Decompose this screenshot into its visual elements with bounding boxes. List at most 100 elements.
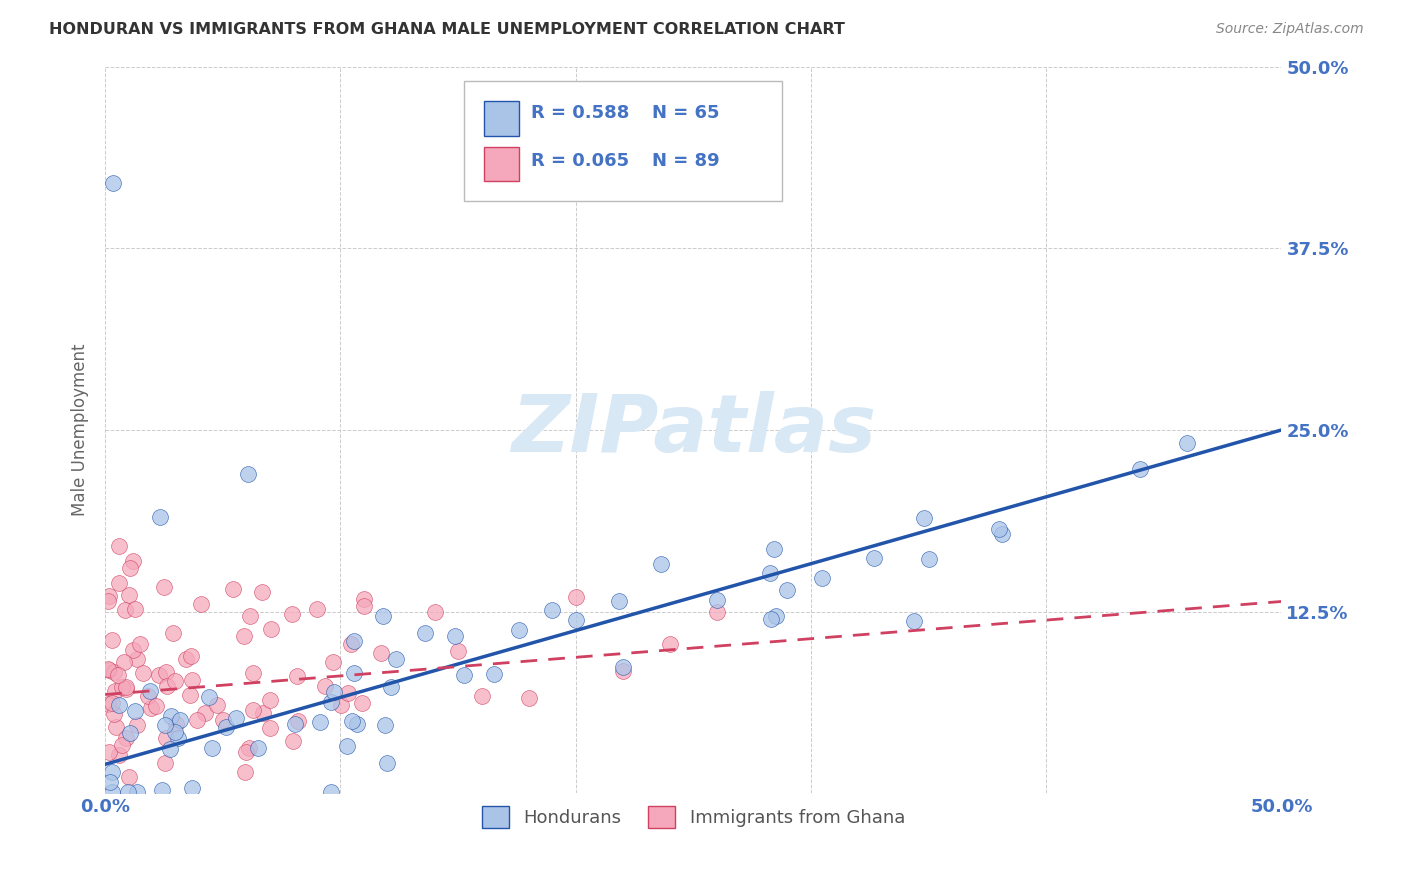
Point [912,510,935,524]
Point [97,697,120,711]
Point [103,707,125,722]
Text: R = 0.065: R = 0.065 [531,153,628,170]
Point [139,701,162,715]
Point [706,605,728,619]
Point [321,695,343,709]
Point [169,713,191,727]
Point [612,660,634,674]
Point [136,689,159,703]
Text: N = 65: N = 65 [652,104,720,122]
Point [115,680,138,694]
FancyBboxPatch shape [464,81,782,201]
Point [564,591,586,605]
Point [917,551,939,566]
Point [252,706,274,721]
Point [322,685,344,699]
Point [120,561,142,575]
Point [180,673,202,687]
FancyBboxPatch shape [484,146,519,181]
Text: N = 89: N = 89 [652,153,720,170]
Point [176,651,198,665]
Point [238,741,260,756]
Point [153,718,176,732]
Point [162,625,184,640]
Point [759,566,782,580]
Point [235,745,257,759]
Point [242,703,264,717]
Point [163,724,186,739]
Point [443,629,465,643]
Point [117,785,139,799]
Point [107,698,129,712]
Text: R = 0.588: R = 0.588 [531,104,630,122]
Point [259,622,281,636]
Point [330,698,353,713]
Point [453,667,475,681]
Point [346,717,368,731]
Point [471,689,494,703]
Point [222,582,245,597]
Point [612,664,634,678]
Point [238,609,260,624]
Point [104,720,127,734]
Point [108,575,131,590]
Point [114,731,136,746]
Point [322,655,344,669]
FancyBboxPatch shape [484,101,519,136]
Point [159,742,181,756]
Point [111,680,134,694]
Point [259,693,281,707]
Point [201,741,224,756]
Point [371,608,394,623]
Point [111,738,134,752]
Point [165,717,187,731]
Point [124,705,146,719]
Point [352,696,374,710]
Point [97,594,120,608]
Point [156,679,179,693]
Point [163,673,186,688]
Point [988,522,1011,536]
Point [305,602,328,616]
Point [179,688,201,702]
Point [129,637,152,651]
Point [541,603,564,617]
Point [482,666,505,681]
Point [650,558,672,572]
Point [124,602,146,616]
Point [103,665,125,679]
Point [132,665,155,680]
Point [309,714,332,729]
Point [167,731,190,746]
Point [765,609,787,624]
Point [180,780,202,795]
Point [145,699,167,714]
Point [706,593,728,607]
Point [353,591,375,606]
Point [607,593,630,607]
Point [759,612,782,626]
Point [247,741,270,756]
Point [565,613,588,627]
Point [127,785,149,799]
Point [252,584,274,599]
Point [374,718,396,732]
Point [101,633,124,648]
Point [139,683,162,698]
Point [159,709,181,723]
Point [903,615,925,629]
Point [148,667,170,681]
Point [152,580,174,594]
Point [122,643,145,657]
Point [150,783,173,797]
Point [118,770,141,784]
Point [107,668,129,682]
Point [125,652,148,666]
Point [186,713,208,727]
Point [810,570,832,584]
Point [118,588,141,602]
Legend: Hondurans, Immigrants from Ghana: Hondurans, Immigrants from Ghana [474,798,912,835]
Text: ZIPatlas: ZIPatlas [510,391,876,469]
Text: Source: ZipAtlas.com: Source: ZipAtlas.com [1216,22,1364,37]
Point [1175,436,1198,450]
